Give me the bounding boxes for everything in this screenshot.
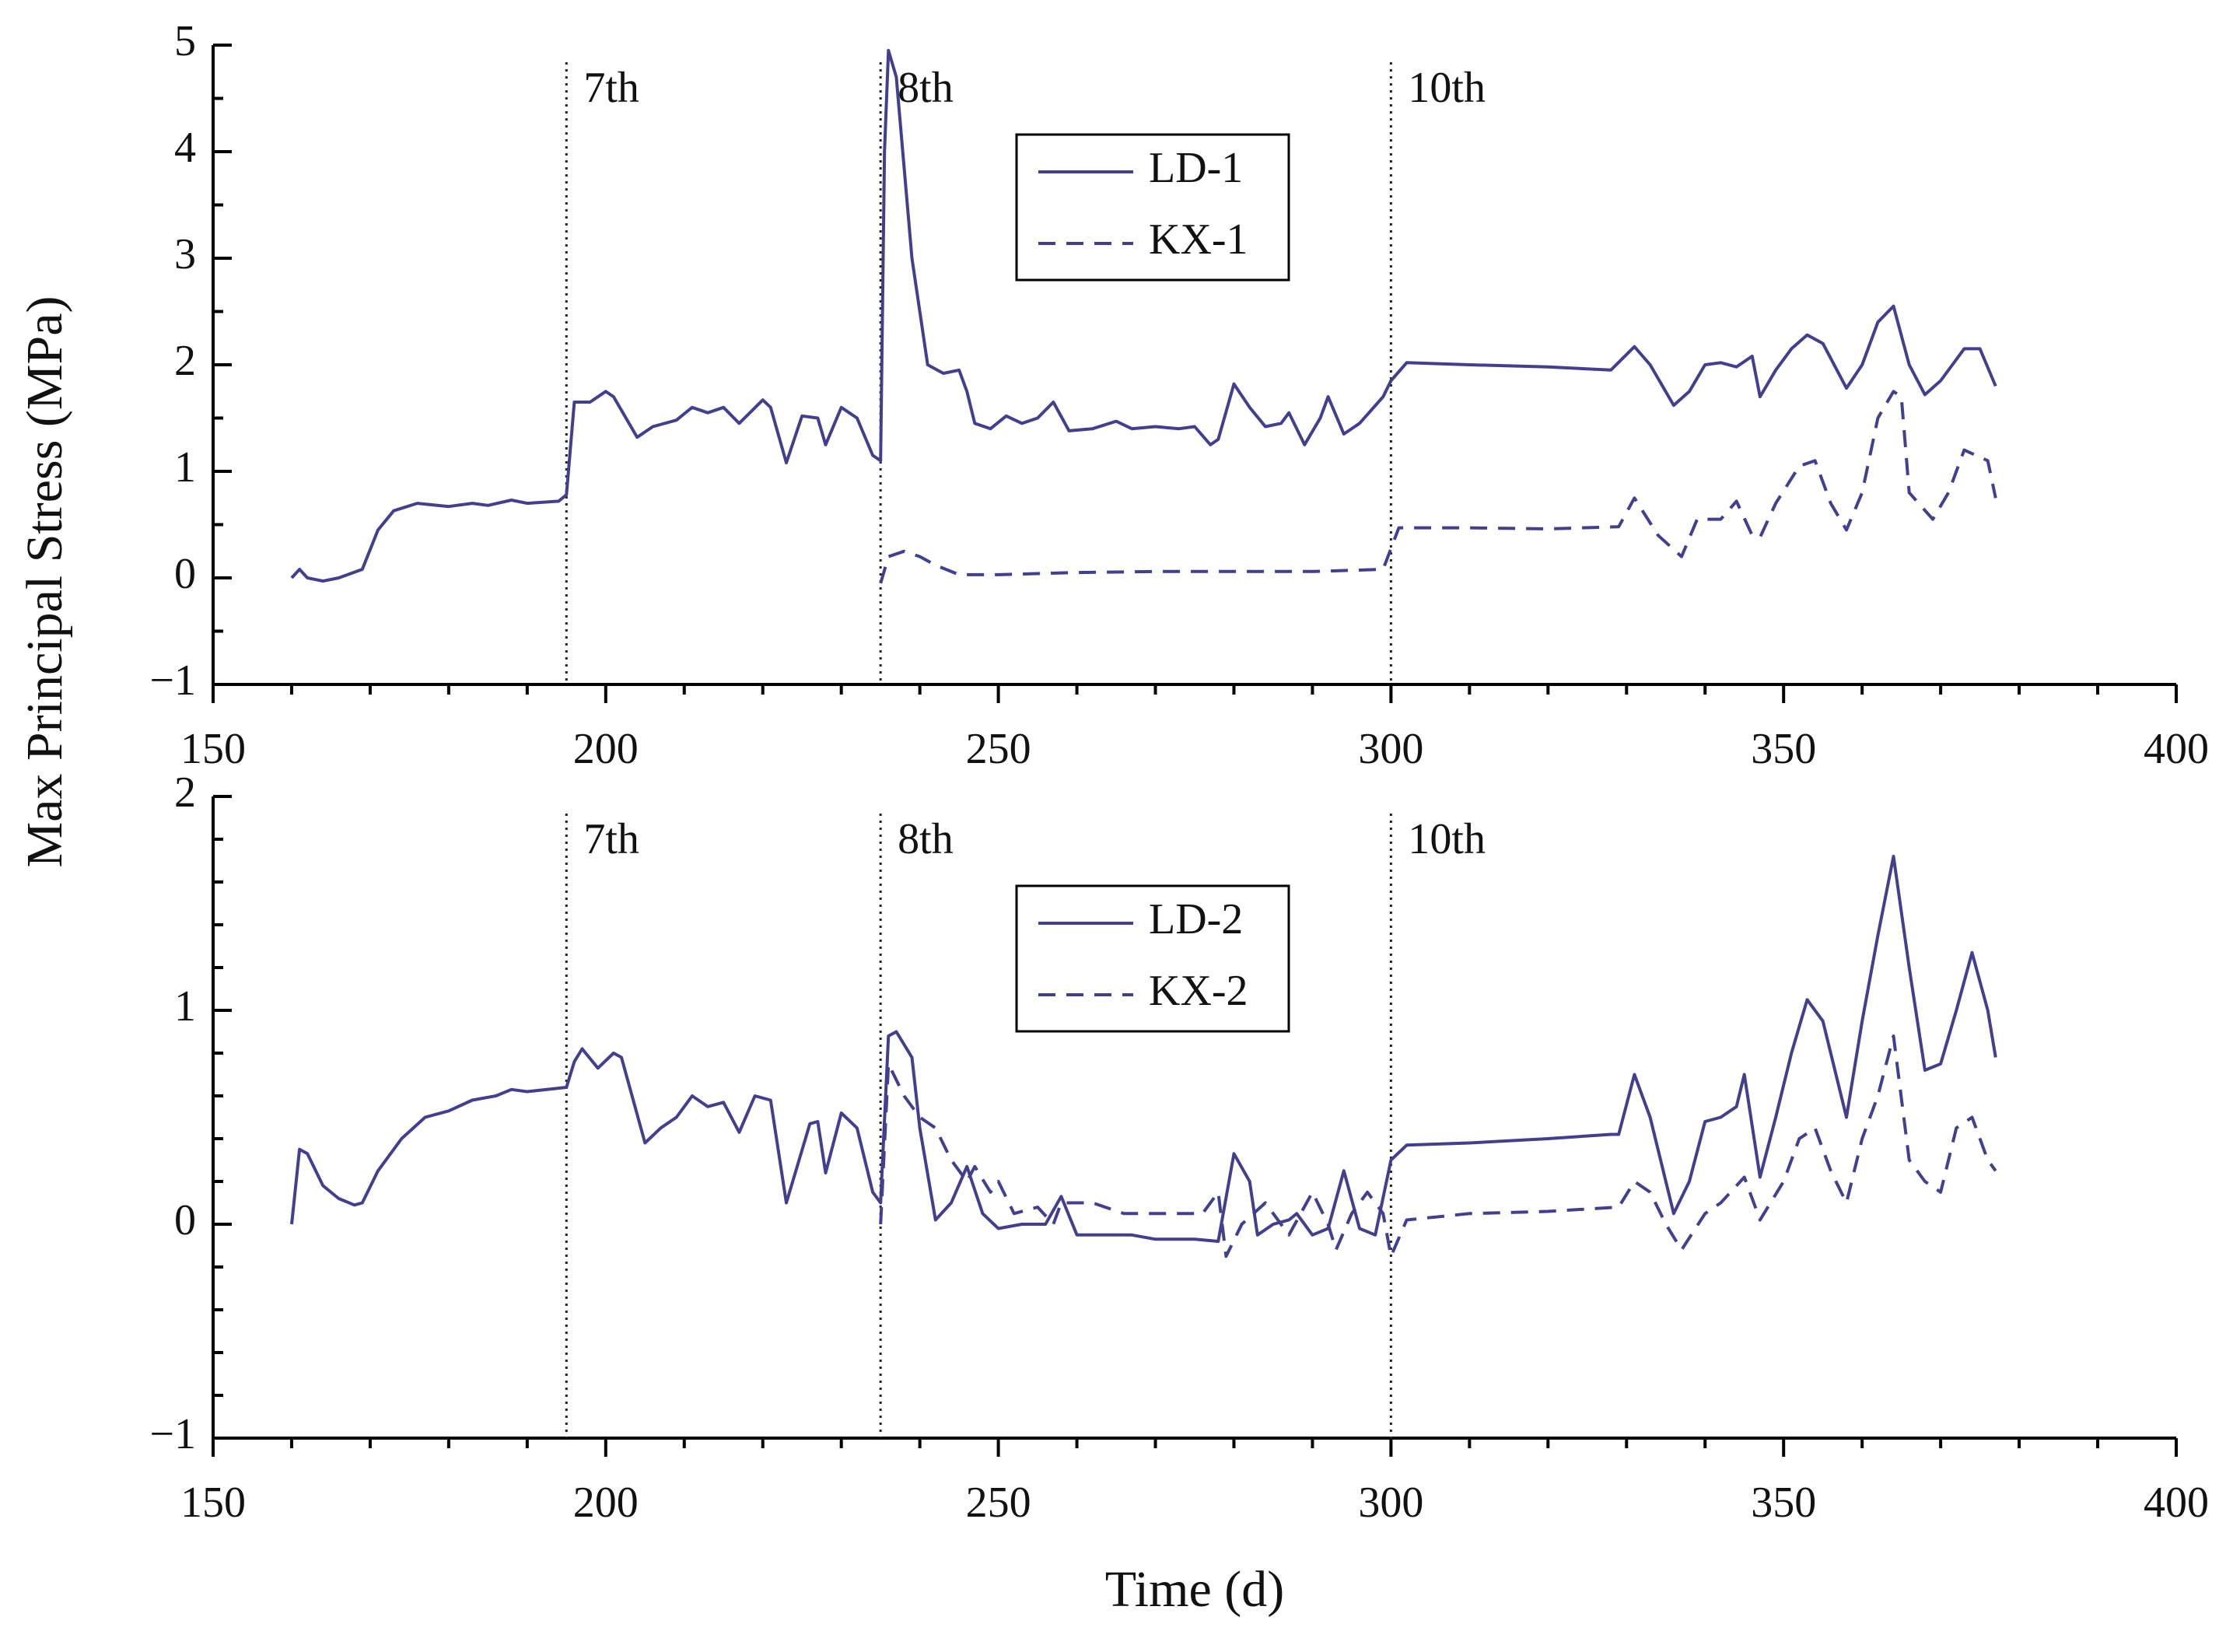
x-tick-label: 250 [966,725,1031,773]
series-line [290,48,1997,583]
legend-label: LD-2 [1149,895,1243,943]
y-tick-label: 0 [174,550,196,598]
x-tick-label: 400 [2144,725,2209,773]
y-tick-label: 4 [174,124,196,172]
legend-box [1015,884,1290,1033]
series-line [879,1034,1997,1258]
x-tick-label: 200 [573,725,639,773]
y-axis-label: Max Principal Stress (MPa) [16,296,73,867]
x-tick-label: 250 [966,1479,1031,1527]
event-label: 8th [898,815,954,863]
event-label: 7th [583,64,639,112]
event-label: 10th [1408,815,1486,863]
legend-label: KX-1 [1149,215,1248,264]
legend-box [1015,133,1290,282]
legend-label: KX-2 [1149,967,1248,1015]
legend-label: LD-1 [1149,144,1243,192]
y-tick-label: 3 [174,230,196,278]
x-tick-label: 350 [1751,725,1816,773]
series-line [879,390,1997,584]
event-label: 10th [1408,64,1486,112]
y-tick-label: 2 [174,768,196,817]
x-tick-label: 350 [1751,1479,1816,1527]
y-tick-label: 1 [174,443,196,492]
x-axis-label: Time (d) [1105,1561,1284,1618]
y-tick-label: 0 [174,1196,196,1244]
series-line [290,855,1997,1243]
y-tick-label: −1 [149,1410,196,1458]
y-tick-label: −1 [149,656,196,705]
x-tick-label: 150 [180,1479,246,1527]
y-tick-label: 2 [174,337,196,385]
x-tick-label: 200 [573,1479,639,1527]
event-label: 8th [898,64,954,112]
x-tick-label: 150 [180,725,246,773]
x-tick-label: 300 [1358,725,1423,773]
x-tick-label: 400 [2144,1479,2209,1527]
event-label: 7th [583,815,639,863]
y-tick-label: 1 [174,982,196,1031]
y-tick-label: 5 [174,17,196,65]
x-tick-label: 300 [1358,1479,1423,1527]
